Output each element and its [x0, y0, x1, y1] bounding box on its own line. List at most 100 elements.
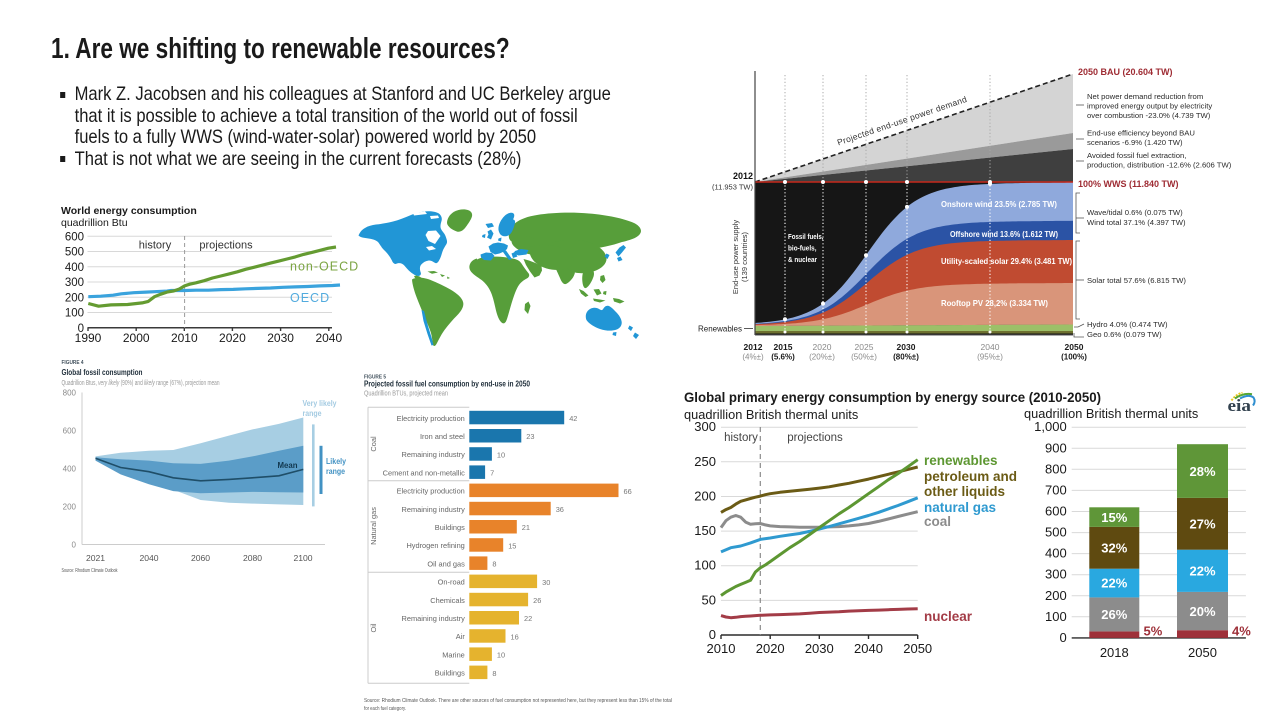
svg-text:(50%±): (50%±) [851, 353, 877, 362]
svg-text:200: 200 [694, 489, 716, 504]
svg-text:10: 10 [497, 651, 505, 660]
svg-text:2018: 2018 [1100, 645, 1129, 660]
svg-text:Global primary energy consumpt: Global primary energy consumption by ene… [684, 390, 1101, 405]
svg-text:(20%±): (20%±) [809, 353, 835, 362]
svg-text:for each fuel category.: for each fuel category. [364, 706, 406, 712]
svg-text:2050 BAU (20.604 TW): 2050 BAU (20.604 TW) [1078, 67, 1173, 77]
svg-text:Offshore wind 13.6% (1.612 TW): Offshore wind 13.6% (1.612 TW) [950, 229, 1058, 239]
svg-text:2010: 2010 [707, 641, 736, 656]
svg-text:15%: 15% [1101, 510, 1127, 525]
svg-text:100: 100 [65, 308, 84, 320]
svg-text:Buildings: Buildings [435, 669, 465, 678]
svg-text:2000: 2000 [123, 331, 150, 345]
svg-text:Natural gas: Natural gas [369, 507, 378, 545]
svg-text:projections: projections [787, 432, 843, 444]
svg-text:petroleum and: petroleum and [924, 469, 1017, 484]
svg-text:Iron and steel: Iron and steel [420, 432, 465, 441]
svg-text:Rooftop PV 28,2% (3.334 TW): Rooftop PV 28,2% (3.334 TW) [941, 298, 1048, 308]
svg-text:Oil and gas: Oil and gas [427, 559, 465, 568]
svg-text:End-use efficiency beyond BAU: End-use efficiency beyond BAU [1087, 129, 1195, 138]
svg-text:other liquids: other liquids [924, 484, 1005, 499]
svg-text:FIGURE 5: FIGURE 5 [364, 375, 386, 381]
svg-text:Hydro 4.0% (0.474 TW): Hydro 4.0% (0.474 TW) [1087, 320, 1168, 329]
svg-text:Onshore wind 23.5% (2.785 TW): Onshore wind 23.5% (2.785 TW) [941, 199, 1057, 209]
svg-text:coal: coal [924, 514, 951, 529]
svg-text:23: 23 [526, 432, 534, 441]
svg-text:Air: Air [456, 632, 466, 641]
svg-text:1990: 1990 [75, 331, 102, 345]
svg-text:32%: 32% [1101, 541, 1127, 556]
svg-text:2050: 2050 [1188, 645, 1217, 660]
svg-text:Wind total 37.1% (4.397 TW): Wind total 37.1% (4.397 TW) [1087, 218, 1186, 227]
svg-text:900: 900 [1045, 440, 1067, 455]
svg-text:range: range [326, 467, 345, 476]
svg-text:500: 500 [65, 247, 84, 259]
svg-text:Cement and non-metallic: Cement and non-metallic [383, 468, 465, 477]
svg-text:300: 300 [1045, 567, 1067, 582]
svg-text:Hydrogen refining: Hydrogen refining [406, 541, 464, 550]
svg-text:5%: 5% [1144, 624, 1163, 639]
svg-text:400: 400 [1045, 546, 1067, 561]
svg-text:Coal: Coal [369, 436, 378, 452]
svg-text:2015: 2015 [774, 342, 793, 352]
svg-text:0: 0 [709, 627, 716, 642]
svg-text:Mean: Mean [278, 460, 298, 470]
svg-text:300: 300 [65, 277, 84, 289]
svg-text:16: 16 [511, 632, 519, 641]
svg-text:Quadrillion BTUs, projected me: Quadrillion BTUs, projected mean [364, 391, 448, 398]
svg-text:600: 600 [65, 231, 84, 243]
svg-text:36: 36 [556, 505, 564, 514]
svg-text:27%: 27% [1189, 517, 1215, 532]
svg-text:10: 10 [497, 450, 505, 459]
svg-text:100% WWS (11.840 TW): 100% WWS (11.840 TW) [1078, 179, 1179, 189]
svg-text:2040: 2040 [854, 641, 883, 656]
svg-text:Source: Rhodium Climate Outloo: Source: Rhodium Climate Outlook [62, 568, 118, 574]
svg-text:400: 400 [63, 464, 77, 473]
svg-text:2030: 2030 [897, 342, 916, 352]
svg-text:0: 0 [1059, 630, 1066, 645]
svg-text:2030: 2030 [805, 641, 834, 656]
svg-text:On-road: On-road [438, 578, 465, 587]
svg-text:Electricity production: Electricity production [397, 414, 465, 423]
svg-text:Electricity production: Electricity production [397, 487, 465, 496]
svg-text:(80%±): (80%±) [893, 353, 919, 362]
svg-text:2020: 2020 [219, 331, 246, 345]
svg-text:8: 8 [492, 669, 496, 678]
svg-text:100: 100 [694, 558, 716, 573]
svg-text:Fossil fuels,: Fossil fuels, [788, 232, 824, 241]
svg-text:nuclear: nuclear [924, 609, 973, 624]
svg-text:over combustion -23.0% (4.739: over combustion -23.0% (4.739 TW) [1087, 111, 1211, 120]
svg-text:natural gas: natural gas [924, 500, 996, 515]
svg-text:& nuclear: & nuclear [788, 255, 817, 264]
svg-text:600: 600 [63, 426, 77, 435]
svg-text:20%: 20% [1189, 604, 1215, 619]
svg-text:quadrillion British thermal un: quadrillion British thermal units [684, 407, 858, 422]
svg-text:50: 50 [702, 592, 716, 607]
svg-text:projections: projections [199, 240, 253, 252]
svg-text:22: 22 [524, 614, 532, 623]
svg-text:150: 150 [694, 523, 716, 538]
svg-text:2020: 2020 [756, 641, 785, 656]
svg-text:Projected fossil fuel consumpt: Projected fossil fuel consumption by end… [364, 379, 530, 389]
svg-text:2021: 2021 [86, 553, 105, 563]
svg-text:quadrillion Btu: quadrillion Btu [61, 217, 128, 229]
svg-text:100: 100 [1045, 609, 1067, 624]
svg-text:600: 600 [1045, 504, 1067, 519]
svg-text:Solar total 57.6% (6.815 TW): Solar total 57.6% (6.815 TW) [1087, 276, 1186, 285]
svg-text:7: 7 [490, 469, 494, 478]
svg-text:Avoided fossil fuel extraction: Avoided fossil fuel extraction, [1087, 151, 1186, 160]
svg-text:700: 700 [1045, 482, 1067, 497]
svg-text:End-use power supply: End-use power supply [731, 220, 740, 294]
svg-text:history: history [139, 240, 172, 252]
svg-text:history: history [724, 432, 758, 444]
svg-text:2030: 2030 [267, 331, 294, 345]
svg-text:Remaining industry: Remaining industry [402, 450, 466, 459]
svg-text:30: 30 [542, 578, 550, 587]
svg-text:(4%±): (4%±) [742, 353, 764, 362]
svg-text:(139 countries): (139 countries) [740, 231, 749, 282]
svg-text:22%: 22% [1189, 564, 1215, 579]
svg-text:2100: 2100 [293, 553, 312, 563]
svg-text:2050: 2050 [1065, 342, 1084, 352]
svg-text:2012: 2012 [733, 171, 753, 181]
svg-text:2050: 2050 [903, 641, 932, 656]
